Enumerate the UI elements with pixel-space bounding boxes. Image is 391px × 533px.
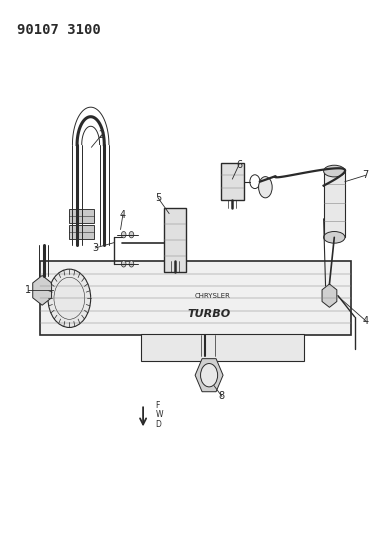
Text: 4: 4 [120, 209, 126, 220]
Ellipse shape [258, 176, 272, 198]
Circle shape [48, 269, 91, 327]
Text: TURBO: TURBO [187, 309, 231, 319]
Circle shape [201, 364, 218, 387]
Ellipse shape [324, 231, 345, 243]
Text: 6: 6 [236, 160, 242, 169]
Bar [40, 261, 351, 335]
Bar [141, 334, 304, 361]
Bar [68, 209, 94, 223]
Bar [68, 225, 94, 239]
Polygon shape [195, 359, 223, 392]
Text: CHRYSLER: CHRYSLER [195, 293, 231, 298]
Ellipse shape [324, 165, 345, 177]
Text: 3: 3 [92, 243, 99, 253]
Text: 5: 5 [155, 192, 161, 203]
Text: 90107 3100: 90107 3100 [17, 22, 100, 37]
Circle shape [129, 231, 134, 238]
Text: F
W
D: F W D [156, 401, 163, 429]
Circle shape [121, 231, 126, 238]
Circle shape [129, 261, 134, 267]
Bar [324, 171, 345, 237]
Text: 2: 2 [99, 130, 105, 140]
Polygon shape [33, 276, 52, 305]
Text: 7: 7 [362, 171, 369, 180]
Circle shape [121, 261, 126, 267]
Text: 4: 4 [362, 316, 369, 326]
Bar [165, 208, 186, 272]
Polygon shape [322, 284, 337, 308]
Bar [221, 163, 244, 200]
Text: 1: 1 [25, 285, 31, 295]
Text: 8: 8 [219, 391, 225, 401]
